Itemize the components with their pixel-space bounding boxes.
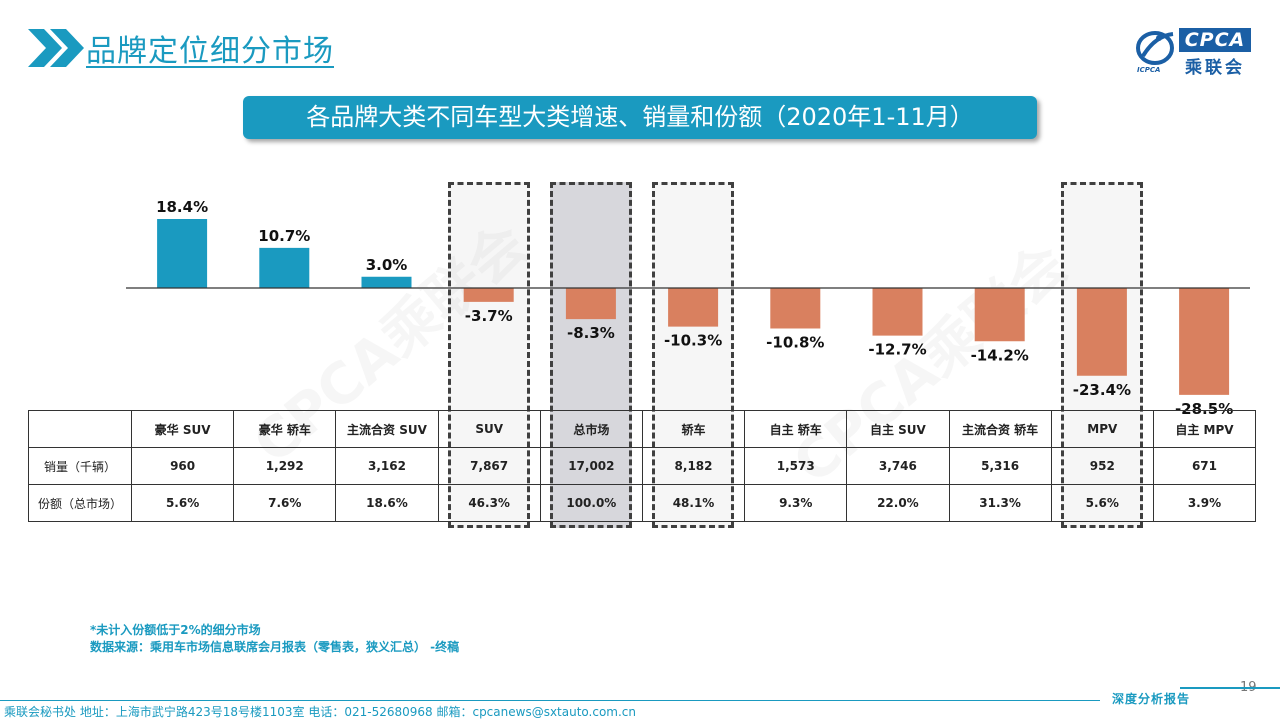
table-cell: 952 — [1050, 447, 1154, 485]
cpca-emblem-icon — [1136, 31, 1174, 65]
bar — [259, 247, 310, 288]
column-header: 自主 轿车 — [744, 410, 848, 448]
table-cell: 1,292 — [233, 447, 337, 485]
bar — [463, 288, 514, 302]
bar-value-label: -23.4% — [1073, 381, 1131, 399]
table-cell: 3,746 — [846, 447, 950, 485]
column-header: MPV — [1050, 410, 1154, 448]
cpca-logo: CPCA 乘联会 ICPCA — [1135, 22, 1260, 78]
column-header: 轿车 — [641, 410, 746, 448]
bar — [974, 288, 1025, 342]
footnote-source: 数据来源：乘用车市场信息联席会月报表（零售表，狭义汇总） -终稿 — [90, 640, 460, 654]
bar-value-label: -8.3% — [567, 324, 615, 342]
bar — [770, 288, 821, 329]
table-cell: 31.3% — [948, 484, 1052, 522]
column-header: SUV — [437, 410, 541, 448]
column-header: 自主 SUV — [846, 410, 950, 448]
sales-share-table: 豪华 SUV 豪华 轿车 主流合资 SUV SUV 总市场 轿车 自主 轿车 自主 SUV 主流… — [28, 410, 1257, 522]
table-cell: 5.6% — [1050, 484, 1154, 522]
table-cell: 960 — [130, 447, 235, 485]
column-header: 自主 MPV — [1152, 410, 1257, 448]
column-header: 主流合资 SUV — [335, 410, 439, 448]
table-cell: 17,002 — [539, 447, 643, 485]
bar — [668, 288, 719, 327]
bar-value-label: -12.7% — [868, 341, 926, 359]
table-cell: 8,182 — [641, 447, 746, 485]
chart-banner-title: 各品牌大类不同车型大类增速、销量和份额（2020年1-11月） — [243, 96, 1037, 139]
table-cell: 46.3% — [437, 484, 541, 522]
logo-text: CPCA — [1179, 28, 1251, 52]
table-cell: 5.6% — [130, 484, 235, 522]
bar-value-label: -3.7% — [465, 307, 513, 325]
table-cell: 7.6% — [233, 484, 337, 522]
table-cell: 3.9% — [1152, 484, 1257, 522]
logo-sub-text: ICPCA — [1137, 66, 1161, 74]
footer-accent-line — [1180, 687, 1280, 689]
table-cell: 9.3% — [744, 484, 848, 522]
table-cell: 5,316 — [948, 447, 1052, 485]
bar-value-label: 3.0% — [366, 256, 408, 274]
footer-address: 乘联会秘书处 地址：上海市武宁路423号18号楼1103室 电话：021-526… — [4, 705, 637, 719]
bar — [157, 219, 208, 288]
bar — [361, 276, 412, 288]
bar — [872, 288, 923, 336]
table-header-row: 豪华 SUV 豪华 轿车 主流合资 SUV SUV 总市场 轿车 自主 轿车 自主 SUV 主流… — [28, 410, 1257, 448]
table-corner-cell — [28, 410, 132, 448]
column-header: 主流合资 轿车 — [948, 410, 1052, 448]
table-cell: 3,162 — [335, 447, 439, 485]
table-cell: 7,867 — [437, 447, 541, 485]
bar — [565, 288, 616, 320]
bar-value-label: 10.7% — [258, 227, 310, 245]
report-label: 深度分析报告 — [1112, 692, 1191, 706]
row-label: 份额（总市场） — [28, 484, 132, 522]
logo-cn-text: 乘联会 — [1185, 58, 1245, 78]
double-chevron-icon — [28, 29, 84, 67]
page-title: 品牌定位细分市场 — [86, 34, 334, 69]
table-cell: 1,573 — [744, 447, 848, 485]
table-row: 份额（总市场） 5.6% 7.6% 18.6% 46.3% 100.0% 48.1% 9.3%… — [28, 484, 1257, 522]
bar — [1179, 288, 1230, 395]
column-header: 豪华 SUV — [130, 410, 235, 448]
bar-value-label: -10.8% — [766, 334, 824, 352]
bar-value-label: -14.2% — [971, 346, 1029, 364]
row-label: 销量（千辆） — [28, 447, 132, 485]
footnote-share: *未计入份额低于2%的细分市场 — [90, 623, 261, 637]
bar-value-label: -10.3% — [664, 332, 722, 350]
table-cell: 671 — [1152, 447, 1257, 485]
column-header: 总市场 — [539, 410, 643, 448]
footer-line — [0, 700, 1100, 701]
table-cell: 22.0% — [846, 484, 950, 522]
table-row: 销量（千辆） 960 1,292 3,162 7,867 17,002 8,182 1,573… — [28, 447, 1257, 485]
bar — [1076, 288, 1127, 376]
table-cell: 100.0% — [539, 484, 643, 522]
footnotes: *未计入份额低于2%的细分市场 数据来源：乘用车市场信息联席会月报表（零售表，狭… — [90, 622, 459, 656]
column-header: 豪华 轿车 — [233, 410, 337, 448]
bar-value-label: 18.4% — [156, 198, 208, 216]
table-cell: 48.1% — [641, 484, 746, 522]
table-cell: 18.6% — [335, 484, 439, 522]
